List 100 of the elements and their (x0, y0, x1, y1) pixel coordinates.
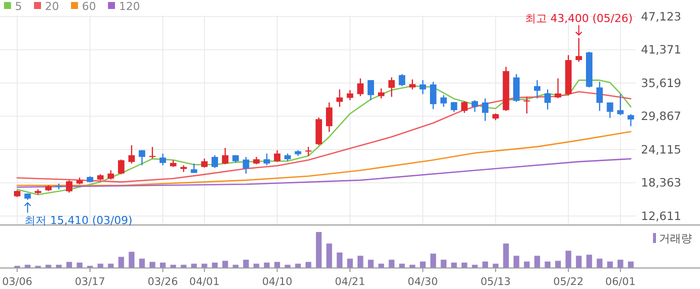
x-tick-label: 03/17 (74, 276, 106, 288)
x-tick-label: 06/01 (605, 276, 636, 288)
bar (295, 264, 301, 268)
bar (566, 250, 572, 268)
candlestick (628, 114, 634, 127)
bar (534, 256, 540, 268)
bar (202, 264, 208, 268)
candlestick (409, 78, 416, 90)
bar (451, 262, 457, 268)
candlestick (482, 98, 488, 122)
candlestick (160, 152, 166, 166)
candlestick (450, 102, 458, 112)
bar (462, 262, 468, 268)
bar (150, 262, 156, 268)
y-tick-label: 47,123 (641, 10, 682, 24)
bar (492, 264, 498, 268)
bar (243, 260, 249, 268)
bar (326, 244, 332, 268)
y-tick-label: 24,115 (641, 142, 682, 156)
candlestick (513, 74, 520, 102)
x-tick-label: 04/10 (262, 276, 292, 288)
bar (440, 260, 446, 268)
x-tick-label: 04/30 (408, 276, 438, 288)
annotation: 최고 43,400 (05/26) (524, 12, 633, 26)
x-tick-label: 03/06 (2, 276, 33, 288)
bar (399, 264, 405, 268)
bar (576, 256, 582, 268)
x-tick-label: 05/22 (553, 276, 584, 288)
candlestick (346, 90, 354, 101)
bar (254, 264, 260, 268)
candlestick (138, 150, 146, 166)
candlestick (534, 80, 540, 100)
candlestick (56, 182, 62, 190)
candlestick (544, 88, 551, 110)
legend-label: 5 (15, 0, 22, 13)
candlestick (554, 78, 562, 99)
bar (368, 260, 374, 268)
line-series (16, 80, 632, 196)
bar (555, 260, 561, 268)
bar (98, 264, 104, 268)
candlestick (524, 96, 530, 114)
candlestick (440, 94, 447, 108)
candlestick (378, 88, 384, 100)
bar (118, 256, 124, 268)
y-tick-label: 18,363 (641, 176, 682, 190)
candlestick (212, 154, 218, 169)
candlestick (242, 156, 250, 174)
y-tick-label: 12,611 (641, 208, 682, 223)
candlestick (305, 146, 312, 157)
candlestick (617, 94, 624, 116)
x-tick-label: 04/01 (189, 276, 220, 288)
candlestick (388, 76, 395, 98)
bar (618, 260, 624, 268)
bar (191, 264, 197, 268)
candlestick (398, 74, 406, 87)
annotation: 최저 15,410 (03/09) (24, 214, 132, 227)
candlestick (430, 81, 436, 110)
candlestick (596, 81, 603, 112)
candlestick (108, 170, 114, 180)
x-tick-label: 05/13 (480, 276, 511, 288)
y-tick-label: 41,371 (641, 42, 682, 57)
bar (76, 262, 82, 268)
x-tick-label: 04/21 (334, 276, 366, 288)
bar (139, 258, 145, 268)
x-tick-label: 03/26 (148, 276, 178, 288)
bar (358, 256, 364, 268)
bar (544, 262, 550, 268)
bar (586, 254, 592, 268)
bar (514, 256, 520, 268)
line-series (16, 131, 632, 186)
bar (388, 260, 394, 268)
legend-label: 60 (82, 0, 96, 13)
bar (596, 258, 602, 268)
candlestick (201, 158, 208, 168)
bar (607, 262, 613, 268)
y-tick-label: 35,619 (641, 76, 682, 90)
bar (336, 252, 342, 268)
candlestick (128, 144, 135, 164)
candlestick (222, 147, 228, 165)
candlestick (420, 80, 426, 95)
candlestick (274, 150, 280, 163)
bar (503, 244, 509, 268)
bar (316, 232, 322, 268)
bar (430, 254, 436, 268)
candlestick (118, 158, 124, 175)
candlestick (326, 102, 332, 132)
y-tick-label: 29,867 (641, 109, 682, 124)
bar (347, 258, 353, 268)
candlestick (336, 88, 343, 108)
bar (128, 252, 134, 268)
candlestick (264, 152, 270, 166)
candlestick (606, 102, 614, 118)
legend-label: 120 (119, 0, 140, 13)
candlestick (461, 100, 468, 114)
candlestick (472, 100, 478, 112)
candlestick (368, 80, 374, 101)
candlestick (357, 78, 364, 97)
legend-label: 거래량 (659, 232, 692, 245)
candlestick (149, 146, 156, 160)
bar (306, 262, 312, 268)
